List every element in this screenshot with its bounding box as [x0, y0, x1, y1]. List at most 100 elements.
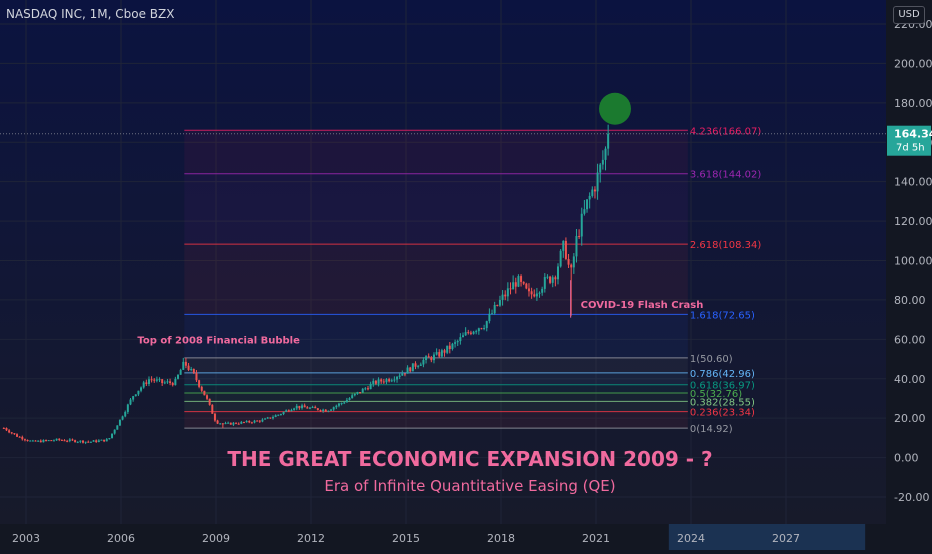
x-tick-0: 2003 [12, 532, 40, 545]
candle-body [118, 419, 121, 426]
candle-body [111, 433, 114, 439]
candle-body [87, 441, 90, 443]
candle-body [29, 440, 32, 442]
candle-body [153, 379, 156, 381]
candle-body [10, 432, 13, 434]
candle-body [525, 283, 528, 289]
candle-body [385, 379, 388, 383]
target-circle-marker[interactable] [599, 92, 631, 125]
candle-body [145, 382, 148, 384]
candle-body [327, 410, 330, 412]
candle-body [564, 240, 567, 259]
x-tick-5: 2018 [487, 532, 515, 545]
candle-body [483, 327, 486, 329]
y-tick-7: 120.00 [894, 215, 932, 228]
candle-body [488, 313, 491, 322]
candle-body [432, 354, 435, 361]
x-tick-2: 2009 [202, 532, 230, 545]
candle-body [134, 394, 137, 397]
candle-body [417, 365, 420, 367]
fib-label-1.618: 1.618(72.65) [690, 310, 755, 321]
candle-body [298, 405, 301, 409]
candle-body [599, 164, 602, 173]
candle-body [390, 380, 393, 382]
candle-body [279, 414, 282, 416]
candle-body [264, 418, 267, 420]
candle-body [169, 381, 172, 383]
candle-body [132, 396, 135, 400]
candle-body [124, 411, 127, 417]
candle-body [593, 189, 596, 192]
currency-button[interactable]: USD [893, 6, 925, 24]
candle-body [18, 436, 21, 438]
candle-body [295, 405, 298, 409]
price-axis[interactable] [886, 0, 932, 550]
candle-body [47, 440, 50, 442]
candle-body [258, 420, 261, 422]
annotation-1[interactable]: COVID-19 Flash Crash [581, 300, 704, 311]
candle-body [332, 407, 335, 410]
candle-body [256, 420, 259, 422]
candle-body [520, 276, 523, 282]
fib-zone-0.236 [184, 411, 688, 429]
candle-body [324, 409, 327, 412]
candle-body [192, 368, 195, 373]
candle-body [26, 440, 29, 442]
time-axis-selection [668, 524, 866, 550]
fib-zone-1 [184, 357, 688, 373]
candle-body [427, 356, 430, 358]
candle-body [150, 379, 153, 381]
candle-body [575, 236, 578, 257]
candle-body [388, 379, 391, 382]
candle-body [527, 288, 530, 292]
last-price-value: 164.34 [894, 128, 932, 141]
candle-body [485, 321, 488, 328]
candle-body [52, 440, 55, 442]
candle-body [155, 379, 158, 381]
candle-body [522, 281, 525, 284]
y-tick-0: -20.00 [894, 491, 929, 504]
candle-body [509, 288, 512, 290]
fib-label-0.618: 0.618(36.97) [690, 381, 755, 392]
candle-body [588, 195, 591, 200]
candle-body [512, 282, 515, 290]
candle-body [2, 428, 5, 430]
candle-body [549, 276, 552, 283]
candle-body [13, 433, 16, 435]
candle-body [380, 379, 383, 382]
fib-zone-3.618 [184, 173, 688, 245]
candle-body [369, 383, 372, 390]
candle-body [401, 373, 404, 376]
candle-body [177, 374, 179, 379]
annotation-0[interactable]: Top of 2008 Financial Bubble [137, 335, 300, 346]
candle-body [451, 343, 454, 350]
y-tick-11: 200.00 [894, 57, 932, 70]
candle-body [198, 380, 201, 387]
candle-body [491, 313, 494, 315]
candle-body [374, 380, 377, 384]
candle-body [272, 417, 274, 419]
candle-body [306, 407, 309, 409]
candle-body [285, 410, 288, 412]
candle-body [55, 438, 58, 441]
candle-body [546, 276, 549, 278]
y-tick-1: 0.00 [894, 452, 919, 465]
last-price-tag [887, 125, 931, 156]
bar-countdown: 7d 5h [896, 143, 925, 154]
candle-body [504, 294, 507, 297]
candle-body [419, 364, 422, 366]
x-tick-7: 2024 [677, 532, 705, 545]
y-tick-4: 60.00 [894, 333, 926, 346]
candle-body [206, 395, 209, 399]
candle-body [308, 407, 311, 409]
candle-body [562, 240, 565, 251]
candle-body [601, 159, 604, 165]
candle-body [171, 382, 174, 386]
candle-body [396, 376, 399, 380]
candle-body [446, 345, 449, 353]
candle-body [293, 408, 296, 410]
candle-body [108, 438, 111, 440]
fib-label-2.618: 2.618(108.34) [690, 240, 762, 251]
